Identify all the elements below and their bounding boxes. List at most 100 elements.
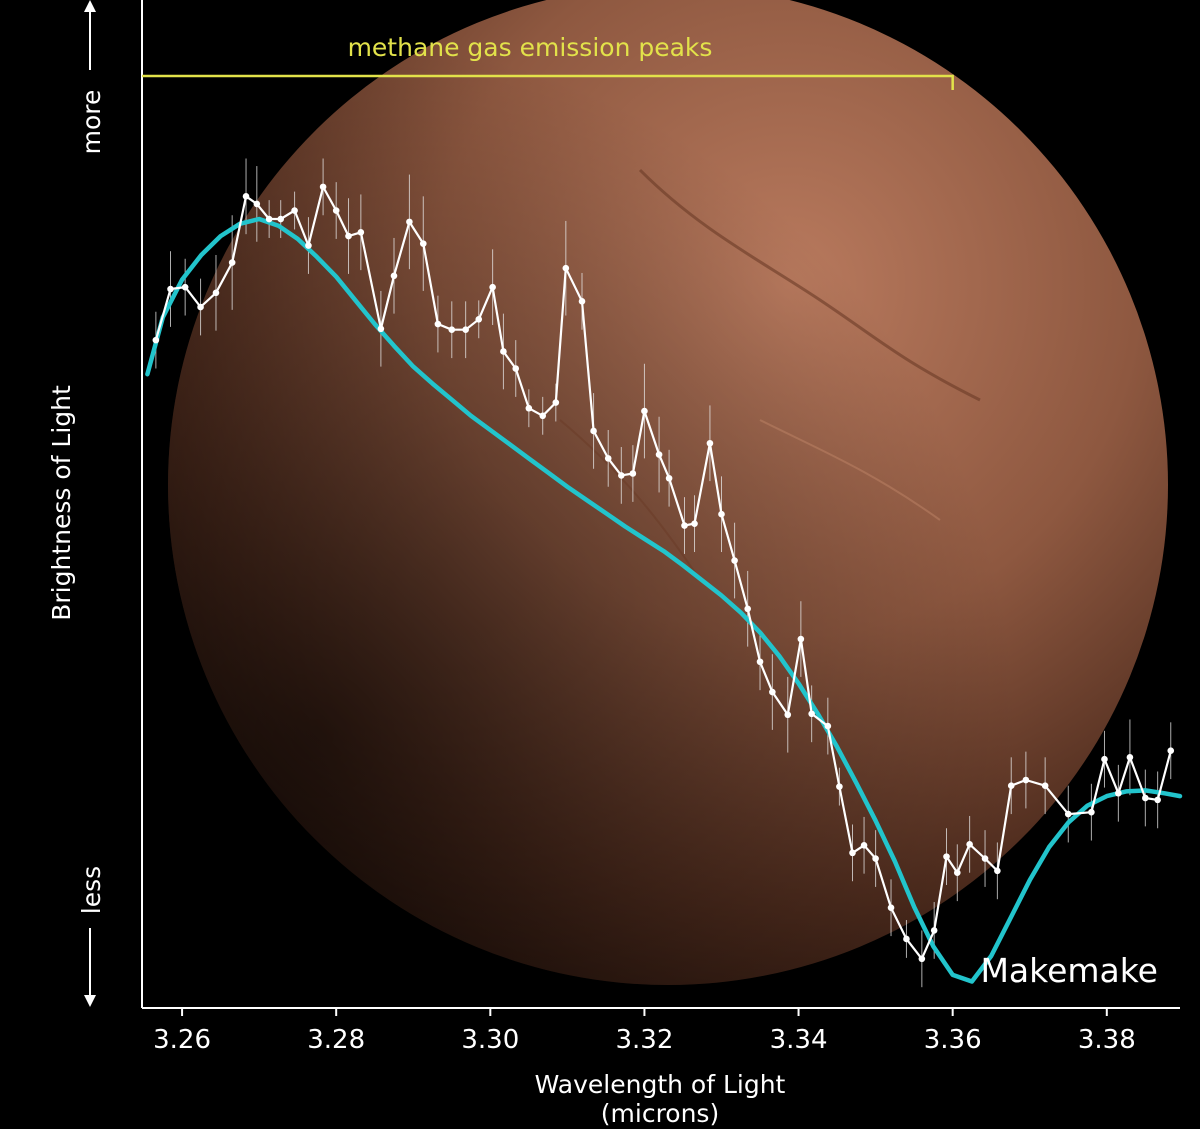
observed-point (434, 320, 442, 328)
observed-point (681, 522, 688, 529)
observed-point (1064, 810, 1072, 818)
x-tick-label: 3.30 (461, 1025, 519, 1055)
observed-point (152, 336, 160, 344)
observed-point (744, 605, 751, 613)
observed-point (462, 326, 469, 334)
observed-point (797, 635, 805, 643)
observed-point (357, 228, 365, 236)
planet-shadow (168, 0, 1168, 985)
observed-point (849, 849, 856, 857)
observed-point (629, 470, 637, 477)
x-ticks: 3.26 3.28 3.30 3.32 3.34 3.36 3.38 (153, 1008, 1136, 1055)
observed-point (253, 200, 261, 208)
observed-point (784, 711, 792, 719)
model-series-line (145, 216, 1183, 984)
x-tick-label: 3.36 (924, 1025, 982, 1055)
observed-point (953, 869, 961, 877)
observed-point (212, 289, 220, 297)
observed-point (539, 412, 547, 420)
observed-point (918, 955, 926, 963)
makemake-label: Makemake (980, 951, 1158, 990)
methane-annotation: methane gas emission peaks (142, 33, 954, 90)
observed-point (1142, 794, 1149, 802)
planet-makemake-image (168, 0, 1168, 985)
planet-ridge (559, 419, 701, 581)
observed-point (903, 935, 910, 943)
observed-point (406, 218, 413, 226)
observed-point (824, 722, 832, 730)
y-axis-title: Brightness of Light (47, 385, 76, 621)
observed-point (578, 298, 586, 305)
observed-point (489, 283, 496, 291)
annotation-text: methane gas emission peaks (348, 33, 713, 62)
observed-point (1126, 754, 1134, 761)
x-tick-label: 3.26 (153, 1025, 211, 1055)
y-more-label: more (77, 90, 106, 155)
observed-point (706, 439, 714, 447)
observed-point (1101, 755, 1108, 763)
annotation-bracket (142, 74, 954, 90)
x-tick-label: 3.34 (770, 1025, 828, 1055)
observed-point (981, 855, 989, 862)
observed-point (552, 399, 560, 406)
x-tick-label: 3.32 (615, 1025, 673, 1055)
observed-point (1088, 808, 1095, 816)
observed-point (390, 272, 398, 280)
observed-point (500, 348, 507, 355)
observed-point (665, 474, 673, 482)
observed-point (731, 557, 738, 564)
observed-point (345, 232, 352, 240)
y-less-label: less (77, 866, 106, 914)
observed-point (769, 688, 776, 696)
observed-point (691, 520, 698, 527)
observed-point (1041, 782, 1049, 789)
observed-point (604, 455, 612, 462)
observed-point (291, 207, 298, 214)
observed-point (419, 240, 427, 247)
observed-point (930, 927, 938, 934)
observed-point (228, 259, 236, 266)
planet-ridge (759, 419, 941, 521)
observed-point (590, 427, 597, 435)
observed-point (756, 658, 764, 666)
axes: 3.26 3.28 3.30 3.32 3.34 3.36 3.38 (141, 0, 1180, 1055)
observed-point (718, 510, 725, 518)
x-tick-label: 3.28 (307, 1025, 365, 1055)
observed-point (1115, 789, 1122, 797)
observed-point (448, 326, 456, 334)
observed-point (994, 867, 1001, 875)
observed-point (197, 303, 204, 311)
observed-point (377, 325, 385, 333)
observed-point (966, 841, 973, 848)
observed-point (1154, 796, 1161, 804)
observed-point (277, 215, 285, 223)
observed-point (265, 215, 273, 223)
observed-point (167, 285, 174, 293)
observed-points (152, 183, 1175, 963)
more-arrow-head (84, 0, 96, 12)
observed-point (872, 855, 879, 862)
observed-point (512, 365, 520, 372)
observed-point (242, 193, 250, 200)
observed-point (808, 710, 815, 718)
observed-point (332, 207, 340, 214)
x-axis-title: Wavelength of Light (535, 1070, 786, 1099)
observed-point (525, 404, 533, 412)
observed-point (641, 407, 648, 415)
observed-point (943, 853, 950, 860)
observed-point (836, 783, 843, 790)
observed-point (319, 183, 327, 191)
observed-point (562, 264, 570, 272)
observed-point (1007, 782, 1015, 789)
x-tick-label: 3.38 (1078, 1025, 1136, 1055)
observed-point (1167, 747, 1175, 754)
observed-point (181, 283, 189, 291)
observed-point (475, 316, 483, 323)
less-arrow-head (84, 995, 96, 1007)
observed-point (1022, 776, 1030, 784)
observed-point (887, 904, 895, 912)
observed-point (860, 841, 868, 849)
y-axis-arrows (84, 0, 96, 1007)
observed-point (305, 242, 312, 249)
